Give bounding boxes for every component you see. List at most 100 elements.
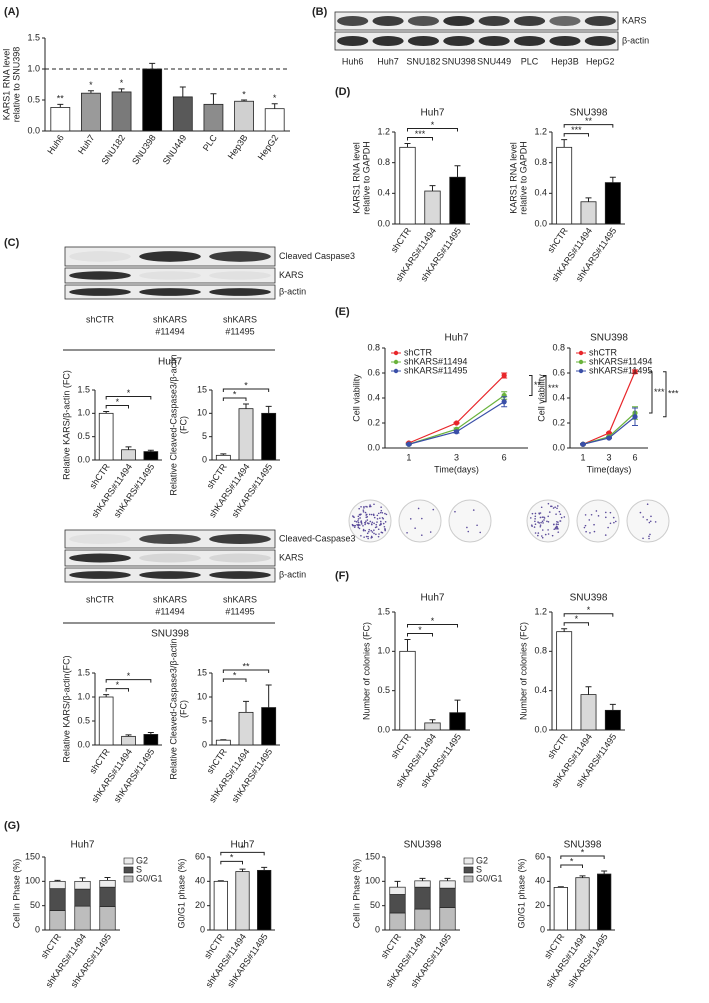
legend-label: S: [476, 864, 482, 874]
significance-label: ***: [571, 125, 582, 135]
significance-bracket: [649, 371, 653, 414]
colony: [555, 526, 557, 529]
colony: [540, 506, 543, 509]
colony: [355, 521, 358, 523]
significance-bracket: [222, 669, 270, 673]
colony: [648, 535, 650, 538]
colony: [553, 523, 555, 526]
bar: [143, 451, 159, 461]
colony: [364, 511, 367, 514]
significance-bracket: [560, 855, 605, 859]
significance-bracket: [407, 128, 458, 132]
colony: [593, 530, 596, 533]
colony: [370, 535, 373, 538]
bar: [98, 412, 114, 461]
blot-band: [69, 251, 131, 262]
significance-bracket: [105, 688, 129, 692]
bar: [580, 694, 597, 731]
blot-band: [584, 35, 616, 47]
colony: [593, 523, 595, 526]
legend-swatch: [463, 866, 474, 874]
lane-label: shKARS: [223, 314, 257, 324]
colony: [537, 534, 539, 537]
lane-label: SNU182: [406, 56, 440, 66]
error-bar: [579, 875, 586, 878]
colony: [556, 507, 558, 510]
bar-segment: [389, 894, 406, 914]
legend-label: S: [136, 864, 142, 874]
colony: [376, 518, 379, 520]
x-tick-label: Hep3B: [226, 133, 250, 161]
x-tick-label: SNU182: [99, 133, 127, 167]
error-bar: [561, 139, 568, 148]
colony: [373, 503, 375, 506]
colony: [363, 536, 365, 538]
colony: [556, 525, 558, 528]
blot-band: [372, 15, 404, 27]
y-tick-label: 0.5: [377, 685, 390, 695]
colony: [357, 526, 360, 529]
colony: [543, 517, 546, 519]
legend-label: shCTR: [589, 347, 618, 357]
colony: [375, 533, 377, 536]
x-tick-label: 6: [632, 452, 637, 462]
colony: [534, 520, 536, 523]
significance-bracket: [563, 133, 589, 137]
y-tick-label: 50: [370, 900, 380, 910]
colony: [381, 511, 384, 514]
colony: [613, 521, 615, 524]
colony: [537, 521, 539, 523]
x-tick-label: 1: [406, 452, 411, 462]
error-bar: [585, 686, 592, 695]
colony: [373, 532, 375, 535]
significance-label: *: [575, 614, 579, 624]
error-bar: [444, 877, 451, 881]
colony: [373, 529, 375, 531]
y-axis-label: relative to GAPDH: [518, 141, 528, 215]
colony: [557, 523, 559, 526]
colony: [607, 526, 609, 529]
blot-band: [513, 35, 546, 47]
colony: [556, 527, 559, 530]
colony: [379, 517, 381, 519]
error-bar: [265, 405, 272, 414]
lane-label: #11494: [155, 606, 184, 616]
error-bar: [243, 403, 249, 409]
colony: [597, 515, 600, 517]
significance-bracket: [563, 622, 589, 626]
colony: [548, 511, 551, 513]
legend-marker: [578, 350, 584, 356]
x-tick-label: shCTR: [389, 731, 414, 760]
chart-title: SNU398: [570, 108, 608, 119]
significance-bracket: [563, 124, 614, 128]
y-tick-label: 1.5: [77, 667, 90, 677]
chart-title: SNU398: [564, 840, 602, 851]
colony: [639, 511, 642, 514]
bar: [213, 880, 228, 931]
significance-label: *: [127, 671, 131, 681]
bar-segment: [99, 886, 116, 907]
y-tick-label: 60: [195, 851, 205, 861]
significance-bracket: [543, 375, 547, 403]
y-tick-label: 1.5: [77, 384, 90, 394]
bar: [215, 739, 231, 746]
y-tick-label: 0.2: [552, 417, 565, 427]
significance-bracket: [222, 678, 247, 682]
y-tick-label: 0.5: [77, 431, 90, 441]
bar: [399, 146, 416, 225]
y-tick-label: 1.0: [77, 691, 90, 701]
bar: [172, 96, 193, 132]
colony: [377, 512, 380, 515]
colony: [358, 524, 361, 526]
bar: [261, 707, 277, 746]
point: [453, 429, 460, 435]
bar: [203, 103, 224, 132]
x-tick-label: shCTR: [545, 731, 570, 760]
significance-label: *: [241, 844, 245, 854]
colony: [559, 520, 561, 522]
cell-line: SNU398: [151, 629, 189, 640]
legend-marker: [393, 350, 399, 356]
error-bar: [419, 877, 426, 881]
colony: [546, 520, 548, 523]
